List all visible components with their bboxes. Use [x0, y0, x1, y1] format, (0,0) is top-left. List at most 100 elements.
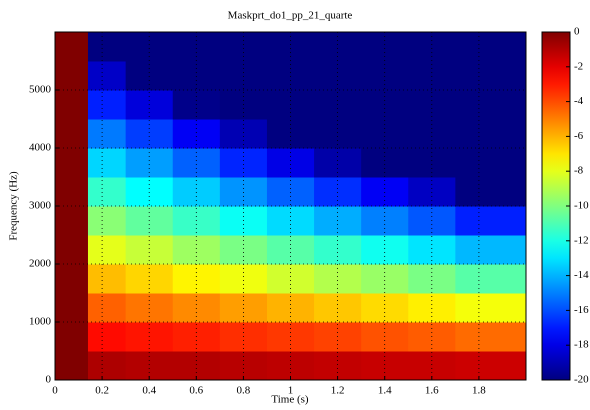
heat-cell — [455, 119, 527, 149]
heat-cell — [87, 206, 127, 236]
heat-cell — [455, 264, 527, 294]
x-tick-label: 1.2 — [331, 385, 345, 397]
heat-cell — [55, 119, 89, 149]
heat-cell — [55, 61, 89, 91]
heat-cell — [408, 351, 456, 381]
colorbar-tick-label: -18 — [574, 339, 589, 351]
colorbar-tick-label: -8 — [574, 165, 584, 177]
heat-cell — [172, 293, 221, 323]
heat-cell — [314, 177, 362, 207]
heat-cell — [314, 61, 362, 91]
heat-cell — [266, 61, 315, 91]
x-axis-label: Time (s) — [271, 394, 309, 405]
heat-cell — [361, 177, 409, 207]
y-tick-label: 3000 — [29, 200, 52, 212]
heat-cell — [314, 119, 362, 149]
heat-cell — [455, 90, 527, 120]
heat-cell — [455, 206, 527, 236]
heat-cell — [87, 148, 127, 178]
colorbar-tick-label: -2 — [574, 60, 583, 72]
heat-cell — [219, 177, 268, 207]
heat-cell — [55, 264, 89, 294]
x-tick-label: 0.8 — [237, 385, 251, 397]
colorbar — [541, 31, 571, 381]
heat-cell — [266, 177, 315, 207]
heat-cell — [361, 235, 409, 265]
heat-cell — [125, 119, 174, 149]
heat-cell — [361, 61, 409, 91]
heat-cell — [172, 119, 221, 149]
colorbar-tick-label: -4 — [574, 95, 584, 107]
heat-cell — [55, 177, 89, 207]
x-tick-label: 0 — [52, 385, 58, 397]
x-tick-label: 1.8 — [472, 385, 486, 397]
heat-cell — [455, 351, 527, 381]
colorbar-tick-label: -10 — [574, 200, 589, 212]
heat-cell — [172, 235, 221, 265]
heat-cell — [266, 119, 315, 149]
colorbar-tick-label: -16 — [574, 304, 589, 316]
heat-cell — [87, 61, 127, 91]
x-tick-label: 0.6 — [189, 385, 203, 397]
y-tick-label: 5000 — [29, 84, 52, 96]
heat-cell — [266, 293, 315, 323]
heat-cell — [125, 61, 174, 91]
x-tick-label: 1 — [288, 385, 294, 397]
plot-frame — [54, 31, 527, 381]
heat-cell — [87, 264, 127, 294]
heat-cell — [455, 177, 527, 207]
x-tick-label: 0.2 — [95, 385, 109, 397]
heat-cell — [361, 293, 409, 323]
colorbar-tick-label: -14 — [574, 269, 589, 281]
colorbar-tick-label: -6 — [574, 130, 584, 142]
heat-cell — [55, 322, 89, 352]
heat-cell — [55, 206, 89, 236]
heat-cell — [125, 235, 174, 265]
heat-cell — [314, 351, 362, 381]
heat-cell — [455, 235, 527, 265]
heat-cell — [361, 351, 409, 381]
heat-cell — [408, 235, 456, 265]
y-axis-label: Frequency (Hz) — [8, 171, 20, 241]
heat-cell — [408, 293, 456, 323]
heat-cell — [172, 61, 221, 91]
heat-cell — [125, 351, 174, 381]
heat-cell — [87, 177, 127, 207]
heat-cell — [408, 61, 456, 91]
heat-cell — [125, 177, 174, 207]
heat-cell — [455, 32, 527, 62]
heat-cell — [455, 293, 527, 323]
heat-cell — [55, 235, 89, 265]
heat-cell — [219, 61, 268, 91]
heat-cell — [172, 177, 221, 207]
heat-cell — [219, 119, 268, 149]
heat-cell — [55, 90, 89, 120]
heat-cell — [455, 148, 527, 178]
heat-cell — [314, 293, 362, 323]
x-tick-label: 0.4 — [142, 385, 156, 397]
heat-cell — [361, 119, 409, 149]
y-tick-label: 0 — [46, 374, 52, 386]
x-tick-label: 1.4 — [378, 385, 392, 397]
heat-cell — [87, 119, 127, 149]
heat-cell — [87, 90, 127, 120]
colorbar-tick-label: -12 — [574, 234, 589, 246]
heat-cell — [408, 177, 456, 207]
heat-cell — [55, 351, 89, 381]
heat-cell — [219, 293, 268, 323]
heat-cell — [219, 351, 268, 381]
heat-cell — [266, 351, 315, 381]
heat-cell — [55, 148, 89, 178]
y-tick-label: 4000 — [29, 142, 52, 154]
x-tick-label: 1.6 — [425, 385, 439, 397]
y-tick-label: 2000 — [29, 258, 52, 270]
heat-cell — [87, 293, 127, 323]
heat-cell — [55, 293, 89, 323]
chart-title: Maskprt_do1_pp_21_quarte — [228, 10, 353, 22]
y-tick-label: 1000 — [29, 316, 52, 328]
heat-cell — [314, 235, 362, 265]
heat-cell — [87, 351, 127, 381]
heat-cell — [172, 351, 221, 381]
heat-cell — [408, 119, 456, 149]
